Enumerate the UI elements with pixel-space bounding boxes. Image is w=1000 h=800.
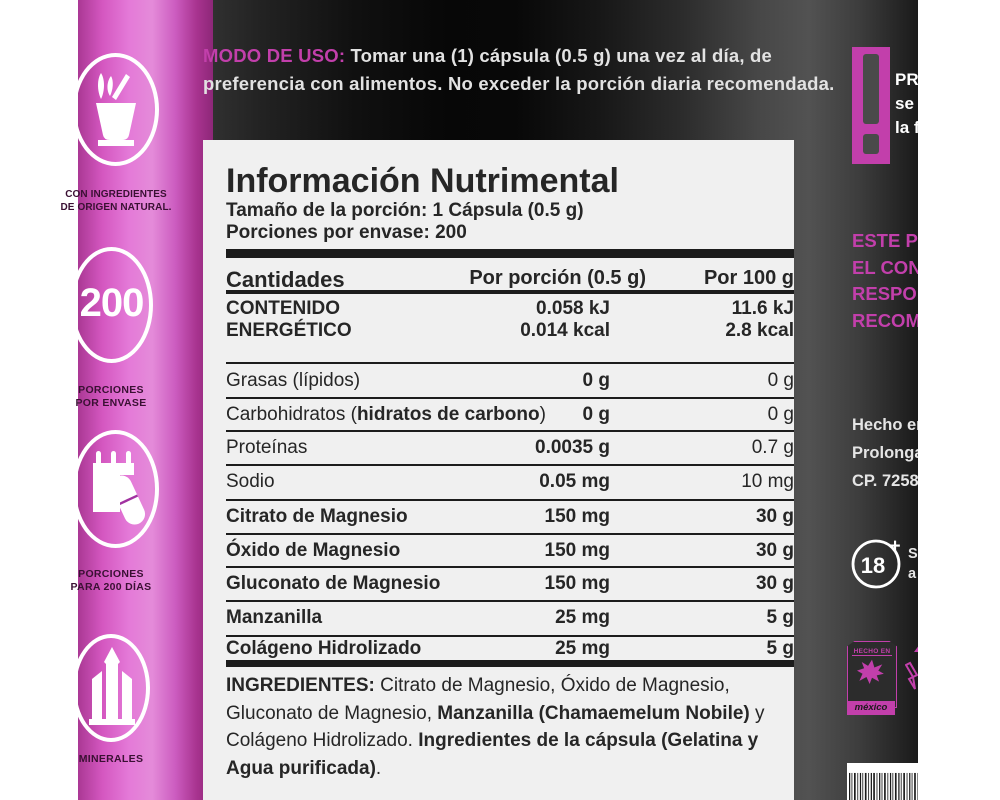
svg-text:18: 18	[861, 553, 885, 578]
svg-text:+: +	[889, 536, 900, 557]
